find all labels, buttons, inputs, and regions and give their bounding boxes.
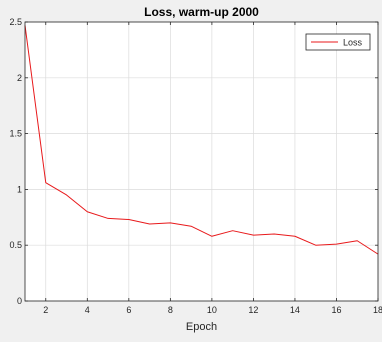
x-tick-label: 2: [43, 305, 48, 315]
x-tick-label: 18: [373, 305, 382, 315]
y-tick-label: 2: [17, 73, 22, 83]
tick-labels: 2 4 6 8 10 12 14 16 18 0 0.5 1 1.5 2 2.5: [9, 17, 382, 315]
y-tick-label: 2.5: [9, 17, 22, 27]
series-line-loss: [24, 25, 379, 255]
axis-ticks: [25, 21, 379, 302]
x-tick-label: 12: [248, 305, 258, 315]
x-axis-label: Epoch: [186, 321, 217, 333]
plot-area: [25, 22, 378, 301]
x-tick-label: 14: [290, 305, 300, 315]
y-tick-label: 1.5: [9, 129, 22, 139]
y-tick-label: 1: [17, 184, 22, 194]
x-tick-label: 6: [126, 305, 131, 315]
legend-label-loss: Loss: [343, 38, 363, 48]
x-tick-label: 16: [331, 305, 341, 315]
x-tick-label: 8: [168, 305, 173, 315]
x-tick-label: 10: [207, 305, 217, 315]
chart-title: Loss, warm-up 2000: [144, 5, 259, 19]
plot-frame: [24, 21, 379, 302]
y-tick-label: 0: [17, 296, 22, 306]
series-layer: [24, 25, 379, 255]
x-tick-label: 4: [85, 305, 90, 315]
legend: Loss: [305, 33, 371, 51]
y-tick-label: 0.5: [9, 240, 22, 250]
